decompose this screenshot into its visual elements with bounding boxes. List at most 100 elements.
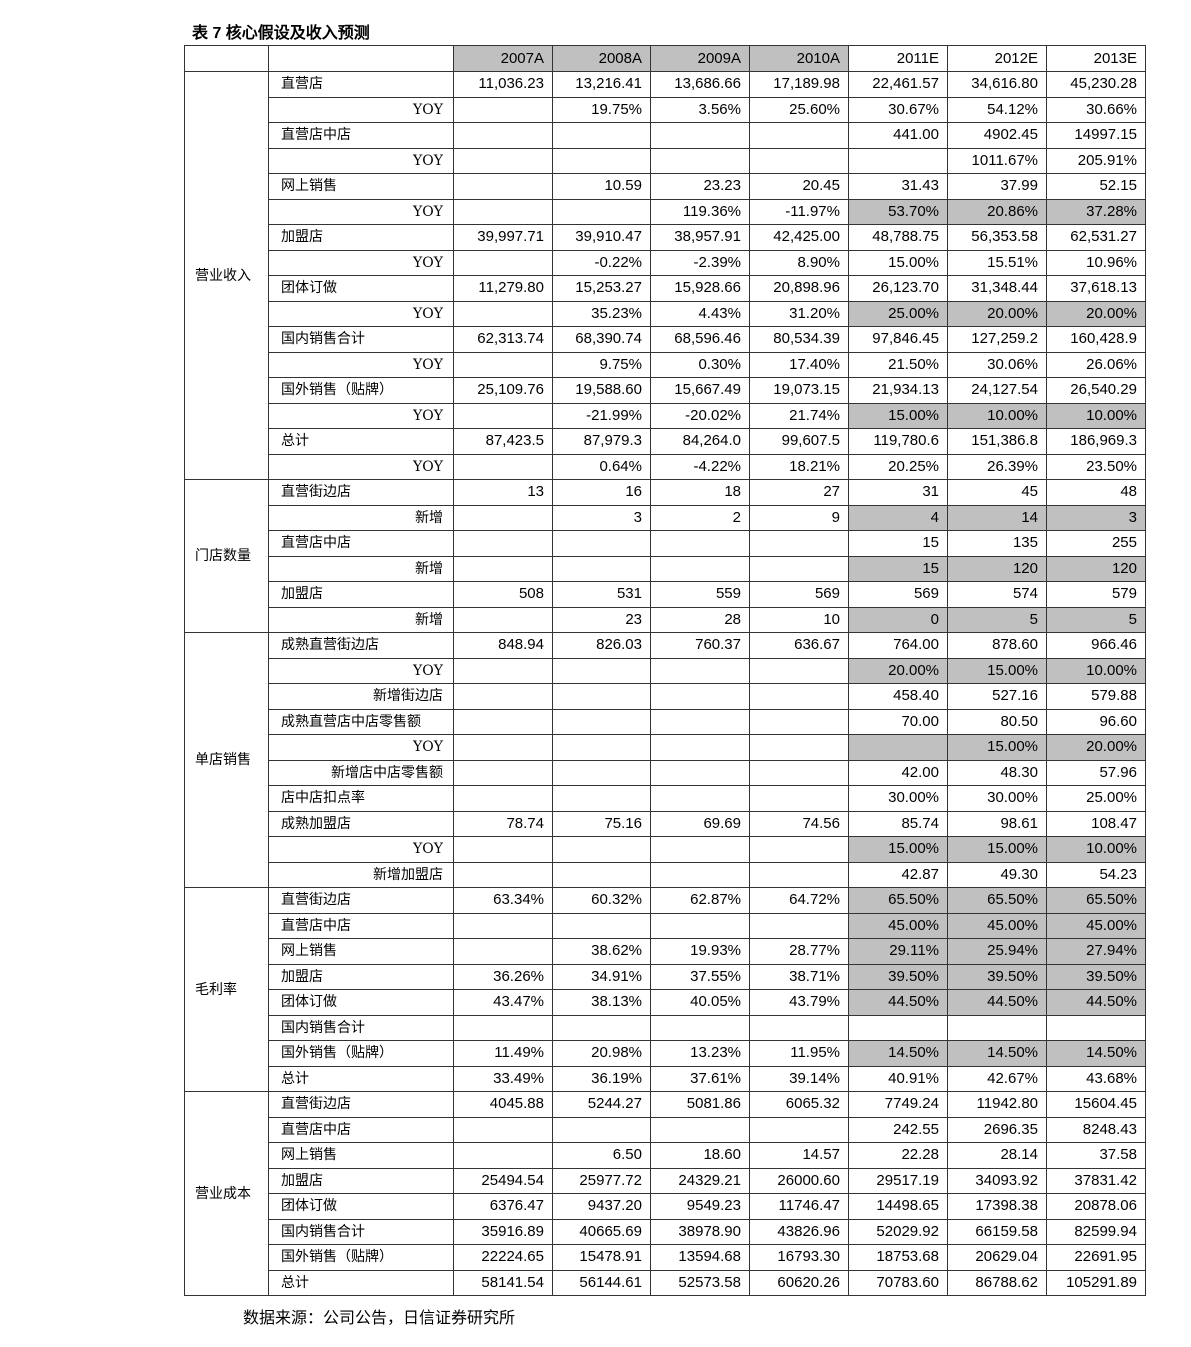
cell-2013E: 255 [1046,530,1146,557]
table-row: 国外销售（贴牌） 22224.65 15478.91 13594.68 16793.30… [185,1244,1146,1271]
cell-2010A: 20.45 [749,173,849,200]
cell-2012E: 45 [947,479,1047,506]
row-label: 加盟店 [268,581,454,608]
cell-2009A: 19.93% [650,938,750,965]
cell-2011E: 30.67% [848,96,948,123]
cell-2008A: 6.50 [552,1142,651,1169]
row-label: 新增 [268,606,454,633]
cell-2009A [650,861,750,888]
cell-2011E: 764.00 [848,632,948,659]
row-label: YOY [268,453,454,480]
row-label: 加盟店 [268,224,454,251]
cell-2009A: 38,957.91 [650,224,750,251]
table-row: 门店数量 直营街边店 13 16 18 27 31 45 48 [184,479,1146,633]
cell-2013E: 14.50% [1046,1040,1146,1067]
cell-2012E: 127,259.2 [947,326,1047,353]
cell-2011E: 15.00% [848,836,948,863]
cell-2008A [552,122,651,149]
table-row: 营业收入 直营店 11,036.23 13,216.41 13,686.66 17,189… [184,71,1146,480]
row-label: 国内销售合计 [268,326,454,353]
row-label: 成熟直营街边店 [268,632,454,659]
row-label: 团体订做 [268,1193,454,1220]
table-row: 直营店中店 45.00% 45.00% 45.00% [185,912,1146,939]
cell-2009A [650,122,750,149]
table-row: YOY 15.00% 20.00% [185,734,1146,761]
cell-2011E [848,147,948,174]
cell-2012E: 98.61 [947,810,1047,837]
cell-2008A: 23 [552,606,651,633]
cell-2011E: 97,846.45 [848,326,948,353]
cell-2008A [552,836,651,863]
cell-2007A [453,1116,553,1143]
row-label: YOY [268,351,454,378]
cell-2013E: 10.00% [1046,836,1146,863]
table-row: 国外销售（贴牌） 11.49% 20.98% 13.23% 11.95% 14.50% 14… [185,1040,1146,1067]
table-row: YOY 119.36% -11.97% 53.70% 20.86% 37.28% [185,198,1146,225]
cell-2009A [650,1116,750,1143]
table-row: 直营店中店 242.55 2696.35 8248.43 [185,1116,1146,1143]
cell-2009A: 69.69 [650,810,750,837]
cell-2011E: 85.74 [848,810,948,837]
cell-2012E: 2696.35 [947,1116,1047,1143]
row-label: 成熟直营店中店零售额 [268,708,454,735]
row-group-label: 单店销售 [184,632,269,888]
cell-2013E: 65.50% [1046,887,1146,914]
row-group-label: 营业收入 [184,71,269,480]
table-row: YOY 19.75% 3.56% 25.60% 30.67% 54.12% 30.66% [185,96,1146,123]
cell-2011E: 22,461.57 [848,71,948,98]
cell-2009A: 0.30% [650,351,750,378]
cell-2012E [947,1014,1047,1041]
cell-2012E: 11942.80 [947,1091,1047,1118]
cell-2012E: 10.00% [947,402,1047,429]
row-label: YOY [268,147,454,174]
cell-2013E: 20.00% [1046,734,1146,761]
cell-2009A: 40.05% [650,989,750,1016]
cell-2009A [650,759,750,786]
cell-2009A: 13594.68 [650,1244,750,1271]
cell-2008A: 34.91% [552,963,651,990]
cell-2013E: 105291.89 [1046,1269,1146,1296]
table-row: YOY -0.22% -2.39% 8.90% 15.00% 15.51% 10.96% [185,249,1146,276]
cell-2011E: 40.91% [848,1065,948,1092]
cell-2010A: 636.67 [749,632,849,659]
cell-2010A [749,708,849,735]
table-row: 团体订做 43.47% 38.13% 40.05% 43.79% 44.50% 44.50%… [185,989,1146,1016]
cell-2007A: 39,997.71 [453,224,553,251]
cell-2011E: 53.70% [848,198,948,225]
cell-2008A: 9437.20 [552,1193,651,1220]
cell-2012E: 120 [947,555,1047,582]
cell-2013E: 96.60 [1046,708,1146,735]
cell-2007A [453,938,553,965]
cell-2011E: 48,788.75 [848,224,948,251]
table-row: 国内销售合计 62,313.74 68,390.74 68,596.46 80,534.… [185,326,1146,353]
cell-2007A: 508 [453,581,553,608]
row-label: 加盟店 [268,963,454,990]
cell-2010A: -11.97% [749,198,849,225]
cell-2008A: 38.62% [552,938,651,965]
cell-2011E: 30.00% [848,785,948,812]
cell-2009A [650,555,750,582]
row-label: 国外销售（贴牌） [268,377,454,404]
cell-2013E: 10.00% [1046,657,1146,684]
row-label: 直营街边店 [268,887,454,914]
cell-2013E: 25.00% [1046,785,1146,812]
cell-2012E: 574 [947,581,1047,608]
column-header-2009A: 2009A [650,45,750,72]
cell-2011E: 14498.65 [848,1193,948,1220]
cell-2007A: 25,109.76 [453,377,553,404]
cell-2011E: 31.43 [848,173,948,200]
cell-2008A [552,912,651,939]
cell-2013E: 82599.94 [1046,1218,1146,1245]
cell-2010A: 8.90% [749,249,849,276]
cell-2010A: 9 [749,504,849,531]
cell-2007A [453,912,553,939]
cell-2007A [453,453,553,480]
cell-2010A: 31.20% [749,300,849,327]
cell-2007A: 11,036.23 [453,71,553,98]
cell-2010A: 18.21% [749,453,849,480]
cell-2013E: 10.96% [1046,249,1146,276]
cell-2008A [552,657,651,684]
row-label: YOY [268,734,454,761]
cell-2010A [749,147,849,174]
cell-2012E: 39.50% [947,963,1047,990]
